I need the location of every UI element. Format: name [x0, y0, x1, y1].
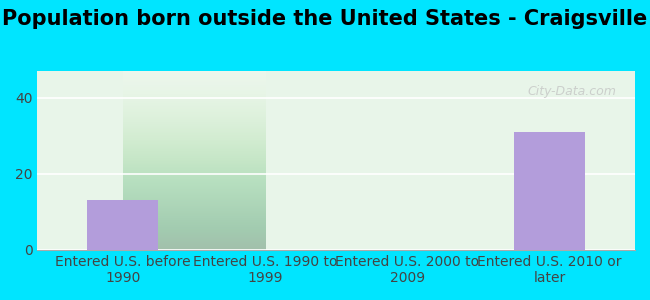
Bar: [87, 200, 158, 250]
Text: Population born outside the United States - Craigsville: Population born outside the United State…: [3, 9, 647, 29]
Bar: [514, 132, 585, 250]
Text: City-Data.com: City-Data.com: [528, 85, 617, 98]
